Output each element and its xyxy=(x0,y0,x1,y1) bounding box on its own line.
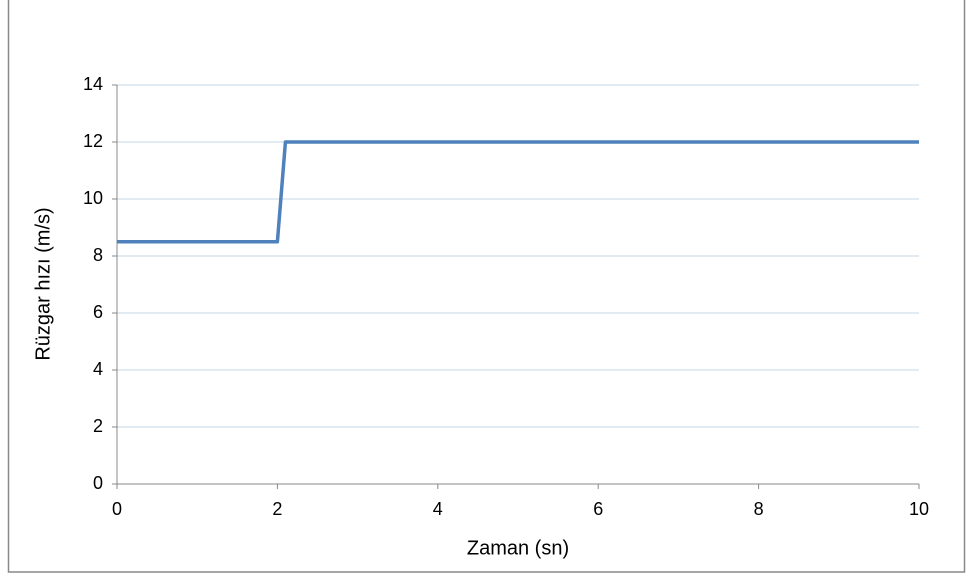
x-tick-label: 4 xyxy=(433,499,443,519)
x-tick-label: 0 xyxy=(112,499,122,519)
y-tick-label: 8 xyxy=(93,245,103,265)
y-tick-label: 12 xyxy=(83,131,103,151)
y-tick-label: 2 xyxy=(93,416,103,436)
y-tick-label: 6 xyxy=(93,302,103,322)
y-tick-label: 4 xyxy=(93,359,103,379)
x-tick-label: 6 xyxy=(593,499,603,519)
chart-border xyxy=(7,0,966,573)
x-tick-label: 2 xyxy=(272,499,282,519)
y-axis-label: Rüzgar hızı (m/s) xyxy=(32,207,54,360)
y-tick-label: 10 xyxy=(83,188,103,208)
x-tick-label: 10 xyxy=(909,499,929,519)
y-tick-label: 0 xyxy=(93,473,103,493)
x-axis-label: Zaman (sn) xyxy=(467,537,569,559)
data-line xyxy=(117,140,919,244)
x-tick-label: 8 xyxy=(754,499,764,519)
y-tick-label: 14 xyxy=(83,74,103,94)
